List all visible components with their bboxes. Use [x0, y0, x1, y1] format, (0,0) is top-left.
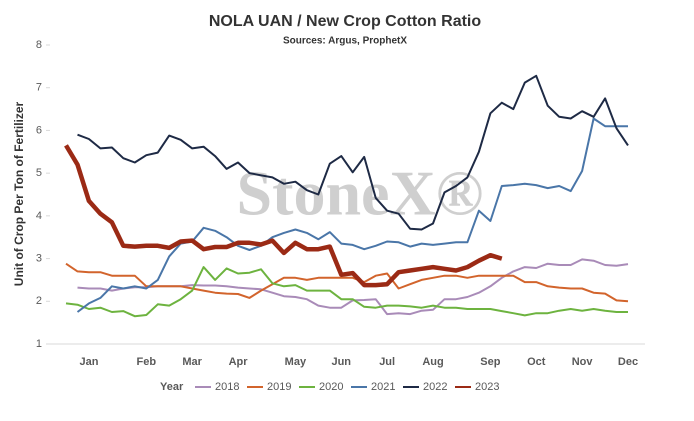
x-tick-label: May — [285, 356, 307, 368]
chart-title: NOLA UAN / New Crop Cotton Ratio — [209, 13, 482, 30]
watermark: StoneX® — [237, 158, 484, 229]
y-axis-label: Unit of Crop Per Ton of Fertilizer — [12, 101, 26, 286]
y-tick-label: 5 — [36, 167, 42, 179]
legend-label: 2021 — [371, 381, 395, 393]
x-tick-label: Jul — [379, 356, 395, 368]
series-line — [76, 117, 628, 313]
legend-label: 2022 — [423, 381, 447, 393]
y-tick-label: 7 — [36, 82, 42, 94]
x-tick-label: Oct — [527, 356, 546, 368]
series-line — [77, 74, 629, 231]
legend-label: 2019 — [267, 381, 291, 393]
y-tick-label: 3 — [36, 252, 42, 264]
x-tick-label: Jan — [79, 356, 98, 368]
series-line — [64, 144, 503, 288]
chart-subtitle: Sources: Argus, ProphetX — [283, 36, 407, 47]
legend-label: 2018 — [215, 381, 239, 393]
x-tick-label: Dec — [618, 356, 638, 368]
legend-title: Year — [160, 381, 184, 393]
legend-label: 2020 — [319, 381, 343, 393]
y-tick-label: 2 — [36, 295, 42, 307]
x-tick-label: Apr — [229, 356, 249, 368]
y-tick-label: 6 — [36, 124, 42, 136]
y-tick-label: 1 — [36, 338, 42, 350]
series-line — [65, 266, 628, 318]
x-tick-label: Jun — [331, 356, 351, 368]
y-tick-label: 8 — [36, 39, 42, 51]
x-tick-label: Mar — [182, 356, 202, 368]
x-tick-label: Feb — [137, 356, 157, 368]
series-line — [65, 262, 629, 303]
x-tick-label: Aug — [422, 356, 443, 368]
x-tick-label: Sep — [480, 356, 500, 368]
x-tick-label: Nov — [572, 356, 594, 368]
y-tick-label: 4 — [36, 210, 42, 222]
legend-label: 2023 — [475, 381, 499, 393]
